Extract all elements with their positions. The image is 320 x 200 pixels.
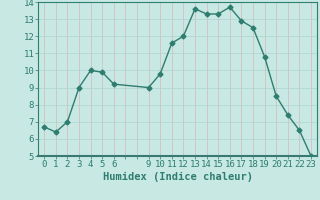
X-axis label: Humidex (Indice chaleur): Humidex (Indice chaleur) [103, 172, 252, 182]
